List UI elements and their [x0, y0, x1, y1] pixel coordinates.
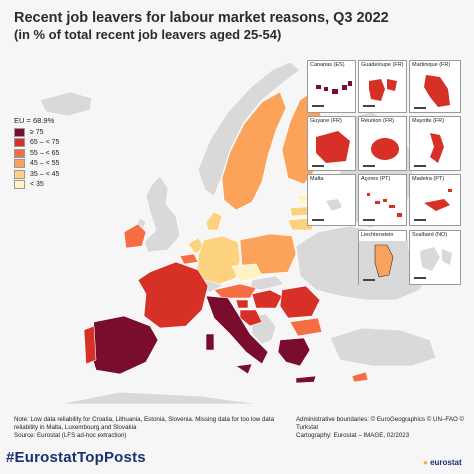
map-region-spain [89, 315, 159, 375]
inset-shape [414, 75, 450, 109]
legend-item: 35 – < 45 [14, 169, 59, 180]
legend-item: < 35 [14, 180, 59, 191]
map-region-cyprus [351, 371, 369, 383]
legend-swatch [14, 159, 25, 169]
legend-swatch [14, 180, 25, 190]
map-region-slovenia [235, 299, 249, 309]
inset-shape [363, 138, 399, 167]
legend-label: 35 – < 45 [30, 170, 60, 178]
inset-svalbard: Svalbard (NO) [409, 230, 461, 285]
inset-label: Svalbard (NO) [412, 232, 448, 238]
inset-label: Canarias (ES) [310, 62, 345, 68]
legend-item: 55 – < 65 [14, 148, 59, 159]
inset-shape [312, 81, 352, 107]
legend-label: ≥ 75 [30, 128, 44, 136]
inset-label: Madeira (PT) [412, 176, 445, 182]
inset-label: Martinique (FR) [412, 62, 451, 68]
map-region-portugal [83, 325, 97, 365]
legend: EU = 68.9% ≥ 75 65 – < 75 55 – < 65 45 –… [14, 116, 59, 190]
legend-label: 65 – < 75 [30, 139, 60, 147]
legend-label: 55 – < 65 [30, 149, 60, 157]
map-region-sweden [221, 91, 287, 211]
legend-item: 45 – < 55 [14, 159, 59, 170]
legend-swatch [14, 138, 25, 148]
map-region-ireland [123, 223, 147, 249]
footer-credits: Administrative boundaries: © EuroGeograp… [296, 416, 466, 440]
inset-shape [414, 247, 452, 279]
title-block: Recent job leavers for labour market rea… [14, 10, 464, 43]
hashtag: #EurostatTopPosts [6, 449, 146, 466]
map-region-austria [213, 283, 257, 299]
legend-item: ≥ 75 [14, 127, 59, 138]
inset-martinique: Martinique (FR) [409, 60, 461, 113]
map-region-france [137, 261, 209, 329]
footer-notes: Note: Low data reliability for Croatia, … [14, 416, 289, 440]
legend-swatch [14, 169, 25, 179]
footer-boundaries: Administrative boundaries: © EuroGeograp… [296, 416, 465, 431]
inset-canarias: Canarias (ES) [307, 60, 356, 113]
inset-acores: Açores (PT) [358, 174, 407, 226]
inset-label: Açores (PT) [361, 176, 391, 182]
eurostat-logo: ● eurostat [423, 458, 462, 467]
inset-shape [359, 241, 408, 286]
legend-swatch [14, 127, 25, 137]
inset-label: Réunion (FR) [361, 118, 395, 124]
legend-label: 45 – < 55 [30, 160, 60, 168]
inset-shape [363, 79, 397, 107]
inset-label: Mayotte (FR) [412, 118, 445, 124]
map-title: Recent job leavers for labour market rea… [14, 10, 389, 26]
inset-label: Malta [310, 176, 324, 182]
inset-guyane: Guyane (FR) [307, 116, 356, 171]
inset-shape [312, 131, 350, 167]
map-region-turkey [329, 327, 437, 367]
inset-malta: Malta [307, 174, 356, 226]
map-region-hungary [251, 289, 283, 309]
inset-label: Guadeloupe (FR) [361, 62, 404, 68]
logo-text: eurostat [430, 458, 462, 467]
map-region-belgium [179, 253, 199, 265]
map-region-norway [197, 61, 301, 197]
map-region-bulgaria [289, 317, 323, 337]
footer-source: Source: Eurostat (LFS ad-hoc extraction) [14, 432, 127, 439]
inset-liechtenstein: Liechtenstein [358, 230, 408, 286]
map-region-uk [143, 175, 181, 253]
inset-reunion: Réunion (FR) [358, 116, 407, 171]
legend-eu-value: EU = 68.9% [14, 116, 55, 125]
inset-shape [312, 199, 342, 221]
map-region-germany [197, 235, 241, 285]
inset-shape [363, 193, 402, 221]
map-region-italy [205, 295, 269, 365]
inset-label: Guyane (FR) [310, 118, 342, 124]
footer-cartography: Cartography: Eurostat – IMAGE, 02/2023 [296, 432, 410, 439]
map-subtitle: (in % of total recent job leavers aged 2… [14, 27, 282, 42]
map-region-sicily [235, 363, 253, 375]
map-region-crete [295, 375, 317, 384]
legend-swatch [14, 148, 25, 158]
legend-item: 65 – < 75 [14, 138, 59, 149]
map-region-greece [277, 337, 311, 367]
footer-note: Note: Low data reliability for Croatia, … [14, 416, 275, 431]
logo-sun-icon: ● [423, 458, 431, 467]
inset-guadeloupe: Guadeloupe (FR) [358, 60, 407, 113]
map-region-sardinia [205, 333, 215, 351]
map-region-croatia [239, 309, 263, 327]
map-region-czechia [231, 263, 263, 283]
map-region-north-africa [59, 391, 261, 405]
inset-shape [414, 133, 444, 167]
inset-label: Liechtenstein [361, 232, 394, 238]
map-region-denmark [205, 211, 223, 231]
legend-label: < 35 [30, 181, 44, 189]
map-region-romania [279, 285, 321, 319]
inset-madeira: Madeira (PT) [409, 174, 461, 226]
inset-shape [414, 189, 452, 221]
map-region-iceland [39, 91, 93, 117]
inset-mayotte: Mayotte (FR) [409, 116, 461, 171]
